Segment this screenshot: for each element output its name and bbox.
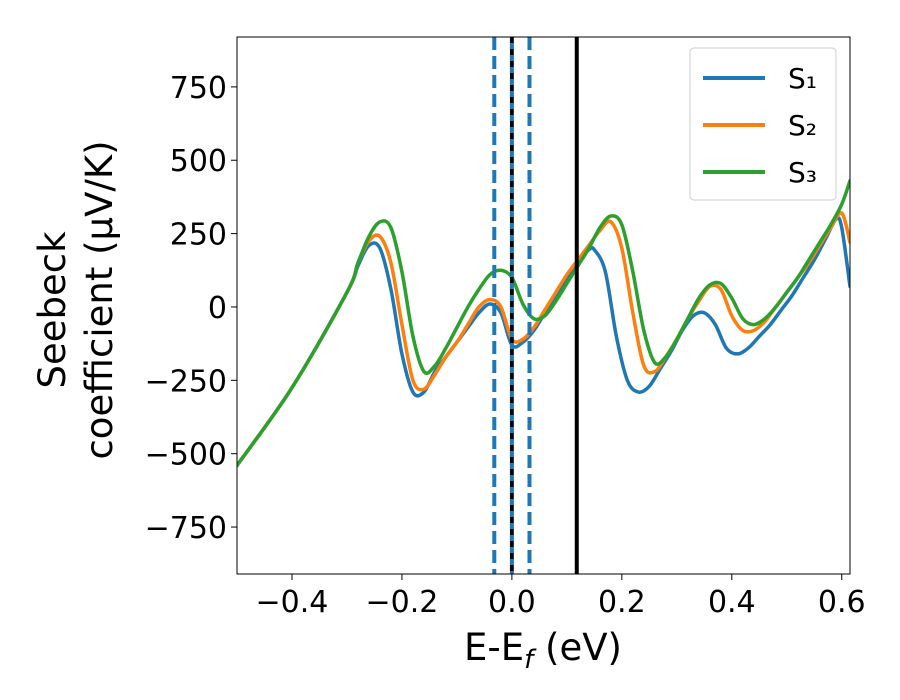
- x-axis-title: E-Ef (eV): [464, 626, 622, 675]
- x-tick-label: 0.4: [708, 585, 756, 620]
- x-tick-label: 0.0: [488, 585, 536, 620]
- reference-lines: [492, 37, 579, 574]
- legend-label-s3: S₃: [788, 156, 817, 189]
- x-tick-label: −0.2: [366, 585, 439, 620]
- y-tick-label: 0: [208, 291, 227, 326]
- y-tick-label: −750: [145, 511, 227, 546]
- x-tick-label: −0.4: [256, 585, 329, 620]
- y-axis-title-line2: coefficient (μV/K): [78, 140, 121, 459]
- legend-label-s2: S₂: [788, 109, 817, 142]
- legend: S₁ S₂ S₃: [689, 47, 837, 201]
- y-tick-label: 250: [170, 218, 227, 253]
- y-tick-label: −250: [145, 364, 227, 399]
- y-tick-label: 500: [170, 144, 227, 179]
- y-tick-label: −500: [145, 438, 227, 473]
- x-tick-label: 0.6: [818, 585, 866, 620]
- series-line-s1: [237, 216, 850, 468]
- plot-frame: [236, 36, 851, 575]
- x-tick-label: 0.2: [598, 585, 646, 620]
- series-layer: [237, 179, 850, 468]
- series-line-s3: [237, 179, 850, 468]
- x-axis-ticks: −0.4 −0.2 0.0 0.2 0.4 0.6: [256, 574, 866, 620]
- y-axis-title-line1: Seebeck: [31, 231, 74, 389]
- legend-label-s1: S₁: [788, 62, 817, 95]
- y-axis-ticks: −750 −500 −250 0 250 500 750: [145, 71, 237, 546]
- y-tick-label: 750: [170, 71, 227, 106]
